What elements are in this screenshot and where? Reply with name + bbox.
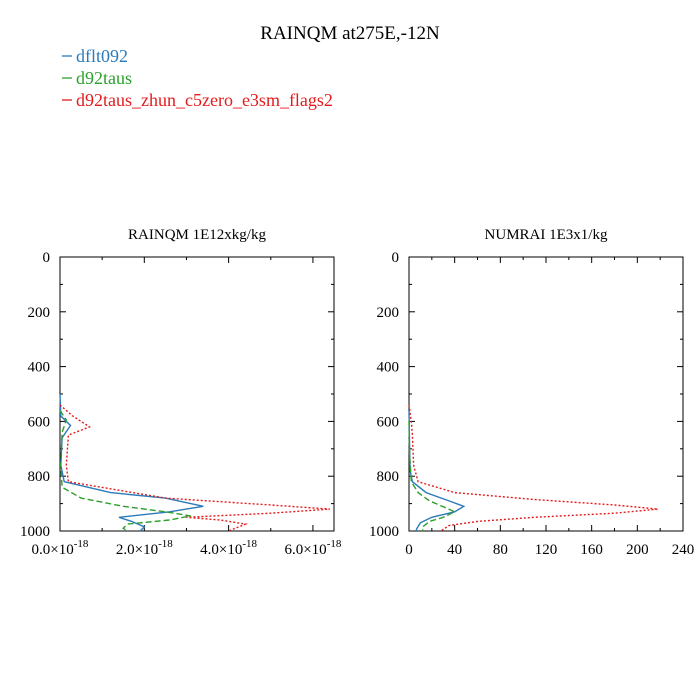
y-tick-label: 800 [28, 469, 51, 485]
x-tick-mantissa: 200 [626, 542, 649, 558]
x-tick-label: 160 [580, 542, 603, 558]
series-line-d92taus [408, 421, 457, 531]
y-tick-label: 0 [43, 250, 51, 266]
x-tick-mantissa: 40 [447, 542, 462, 558]
x-tick-label: 80 [493, 542, 508, 558]
legend-entry: d92taus_zhun_c5zero_e3sm_flags2 [76, 90, 333, 110]
y-tick-label: 200 [377, 305, 400, 321]
x-tick-exponent: -18 [158, 538, 173, 550]
x-tick-label: 6.0×10-18 [284, 538, 341, 558]
x-tick-exponent: -18 [327, 538, 342, 550]
x-tick-mantissa: 6.0×10 [284, 542, 326, 558]
x-tick-label: 240 [672, 542, 695, 558]
x-tick-mantissa: 160 [580, 542, 603, 558]
y-tick-label: 0 [392, 250, 400, 266]
x-tick-label: 120 [535, 542, 558, 558]
x-tick-mantissa: 120 [535, 542, 558, 558]
y-tick-label: 400 [28, 360, 51, 376]
x-tick-mantissa: 0.0×10 [32, 542, 74, 558]
y-tick-label: 600 [28, 414, 51, 430]
x-tick-exponent: -18 [242, 538, 257, 550]
x-tick-label: 4.0×10-18 [200, 538, 257, 558]
y-tick-label: 200 [28, 305, 51, 321]
x-tick-label: 40 [447, 542, 462, 558]
series-line-dflt092 [408, 410, 466, 532]
x-tick-label: 0 [405, 542, 413, 558]
x-tick-exponent: -18 [74, 538, 89, 550]
legend: dflt092d92tausd92taus_zhun_c5zero_e3sm_f… [62, 46, 333, 110]
numrai-panel: NUMRAI 1E3x1/kg 0 200 400 600 800 1000 0 40 80 120… [369, 227, 694, 558]
y-tick-label: 600 [377, 414, 400, 430]
panel-title: NUMRAI 1E3x1/kg [485, 227, 608, 243]
x-tick-label: 2.0×10-18 [116, 538, 173, 558]
x-tick-label: 200 [626, 542, 649, 558]
x-tick-mantissa: 80 [493, 542, 508, 558]
series-line-d92taus_zhun_c5zero_e3sm_flags2 [408, 404, 658, 532]
x-tick-mantissa: 2.0×10 [116, 542, 158, 558]
x-tick-mantissa: 240 [672, 542, 695, 558]
panel-title: RAINQM 1E12xkg/kg [128, 227, 266, 243]
legend-entry: d92taus [76, 68, 132, 88]
y-tick-label: 800 [377, 469, 400, 485]
y-tick-label: 400 [377, 360, 400, 376]
legend-entry: dflt092 [76, 46, 128, 66]
plot-frame [408, 256, 684, 532]
x-tick-mantissa: 4.0×10 [200, 542, 242, 558]
y-tick-label: 1000 [369, 524, 399, 540]
y-tick-label: 1000 [20, 524, 50, 540]
series-line-d92taus_zhun_c5zero_e3sm_flags2 [59, 404, 330, 532]
rainqm-panel: RAINQM 1E12xkg/kg020040060080010000.0×10… [20, 227, 342, 558]
x-tick-mantissa: 0 [405, 542, 413, 558]
x-tick-label: 0.0×10-18 [32, 538, 89, 558]
figure-title: RAINQM at275E,-12N [260, 23, 440, 44]
series-line-dflt092 [59, 393, 204, 532]
series-line-d92taus [59, 410, 191, 532]
